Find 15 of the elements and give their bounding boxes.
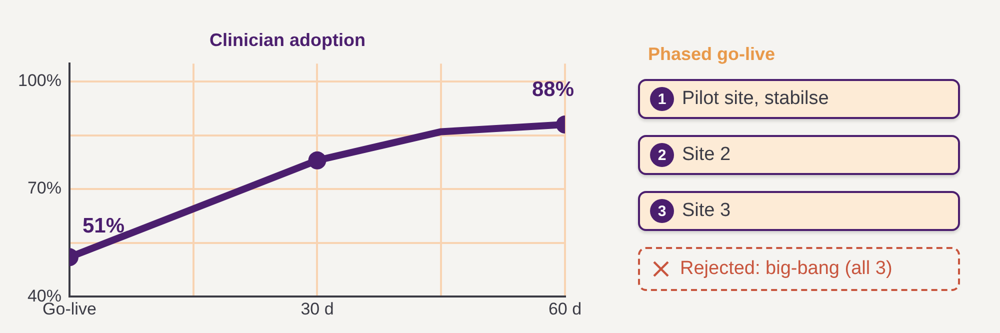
text: Rejected: big-bang (all 3): [680, 258, 892, 280]
x-tick-label: 30 d: [300, 299, 334, 318]
category-label: Site 2: [682, 144, 731, 166]
data-label: 51%: [82, 214, 125, 238]
y-tick-label: 70%: [27, 178, 62, 198]
data-label: 3: [650, 199, 674, 223]
data-label: 1: [650, 87, 674, 111]
data-label: 88%: [532, 78, 574, 101]
chart-title: Clinician adoption: [210, 30, 366, 50]
category-label: Site 3: [682, 200, 731, 222]
data-label: 2: [650, 143, 674, 167]
x-tick-label: 60 d: [548, 299, 582, 318]
y-tick-label: 100%: [18, 71, 62, 90]
text: Phased go-live: [648, 44, 776, 65]
category-label: Pilot site, stabilse: [682, 88, 829, 110]
